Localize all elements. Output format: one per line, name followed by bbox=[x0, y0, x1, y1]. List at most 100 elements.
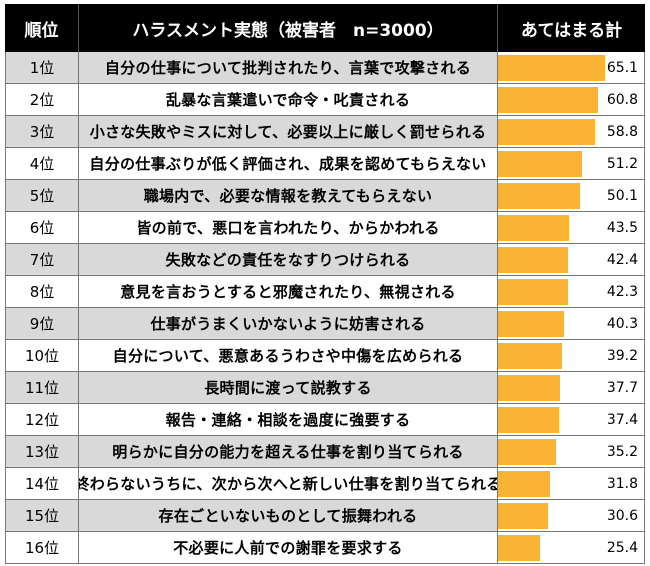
table-row: 4位 自分の仕事ぶりが低く評価され、成果を認めてもらえない 51.2 bbox=[5, 148, 645, 180]
bar-cell: 51.2 bbox=[498, 148, 645, 180]
rank-label: 8位 bbox=[5, 276, 79, 308]
table-row: 6位 皆の前で、悪口を言われたり、からかわれる 43.5 bbox=[5, 212, 645, 244]
value-label: 39.2 bbox=[606, 348, 638, 364]
bar bbox=[498, 311, 564, 337]
table-row: 14位 終わらないうちに、次から次へと新しい仕事を割り当てられる 31.8 bbox=[5, 468, 645, 500]
bar bbox=[498, 55, 605, 81]
bar bbox=[498, 535, 540, 561]
table-row: 11位 長時間に渡って説教する 37.7 bbox=[5, 372, 645, 404]
rank-label: 9位 bbox=[5, 308, 79, 340]
rank-label: 13位 bbox=[5, 436, 79, 468]
table-row: 5位 職場内で、必要な情報を教えてもらえない 50.1 bbox=[5, 180, 645, 212]
category-label: 不必要に人前での謝罪を要求する bbox=[79, 532, 498, 564]
bar-cell: 37.4 bbox=[498, 404, 645, 436]
bar bbox=[498, 343, 562, 369]
rank-label: 11位 bbox=[5, 372, 79, 404]
category-label: 意見を言おうとすると邪魔されたり、無視される bbox=[79, 276, 498, 308]
harassment-table: 順位 ハラスメント実態（被害者 n=3000） あてはまる計 1位 自分の仕事につ… bbox=[5, 4, 645, 564]
bar-cell: 40.3 bbox=[498, 308, 645, 340]
bar bbox=[498, 87, 598, 113]
table-row: 13位 明らかに自分の能力を超える仕事を割り当てられる 35.2 bbox=[5, 436, 645, 468]
value-label: 42.4 bbox=[606, 252, 638, 268]
bar-cell: 42.4 bbox=[498, 244, 645, 276]
table-row: 1位 自分の仕事について批判されたり、言葉で攻撃される 65.1 bbox=[5, 52, 645, 84]
bar-cell: 37.7 bbox=[498, 372, 645, 404]
bar bbox=[498, 439, 556, 465]
value-label: 43.5 bbox=[606, 220, 638, 236]
table-row: 3位 小さな失敗やミスに対して、必要以上に厳しく罰せられる 58.8 bbox=[5, 116, 645, 148]
table-row: 2位 乱暴な言葉遣いで命令・叱責される 60.8 bbox=[5, 84, 645, 116]
rank-label: 14位 bbox=[5, 468, 79, 500]
bar-cell: 58.8 bbox=[498, 116, 645, 148]
bar-cell: 43.5 bbox=[498, 212, 645, 244]
rank-label: 15位 bbox=[5, 500, 79, 532]
category-label: 自分の仕事について批判されたり、言葉で攻撃される bbox=[79, 52, 498, 84]
rank-label: 6位 bbox=[5, 212, 79, 244]
rank-label: 7位 bbox=[5, 244, 79, 276]
bar-cell: 25.4 bbox=[498, 532, 645, 564]
category-label: 自分の仕事ぶりが低く評価され、成果を認めてもらえない bbox=[79, 148, 498, 180]
value-label: 60.8 bbox=[606, 92, 638, 108]
value-label: 65.1 bbox=[606, 60, 638, 76]
bar-cell: 65.1 bbox=[498, 52, 645, 84]
bar bbox=[498, 407, 559, 433]
value-label: 25.4 bbox=[606, 540, 638, 556]
bar bbox=[498, 119, 595, 145]
rank-label: 12位 bbox=[5, 404, 79, 436]
value-label: 58.8 bbox=[606, 124, 638, 140]
bar-cell: 35.2 bbox=[498, 436, 645, 468]
rank-label: 5位 bbox=[5, 180, 79, 212]
bar bbox=[498, 215, 569, 241]
category-label: 職場内で、必要な情報を教えてもらえない bbox=[79, 180, 498, 212]
category-label: 報告・連絡・相談を過度に強要する bbox=[79, 404, 498, 436]
value-label: 35.2 bbox=[606, 444, 638, 460]
value-label: 51.2 bbox=[606, 156, 638, 172]
bar bbox=[498, 471, 550, 497]
header-rank: 順位 bbox=[5, 4, 79, 52]
rank-label: 16位 bbox=[5, 532, 79, 564]
rank-label: 10位 bbox=[5, 340, 79, 372]
bar-cell: 39.2 bbox=[498, 340, 645, 372]
bar bbox=[498, 247, 568, 273]
value-label: 37.7 bbox=[606, 380, 638, 396]
value-label: 30.6 bbox=[606, 508, 638, 524]
table-row: 16位 不必要に人前での謝罪を要求する 25.4 bbox=[5, 532, 645, 564]
rank-label: 3位 bbox=[5, 116, 79, 148]
bar bbox=[498, 151, 582, 177]
value-label: 40.3 bbox=[606, 316, 638, 332]
bar bbox=[498, 183, 580, 209]
category-label: 長時間に渡って説教する bbox=[79, 372, 498, 404]
category-label: 存在ごといないものとして振舞われる bbox=[79, 500, 498, 532]
category-label: 失敗などの責任をなすりつけられる bbox=[79, 244, 498, 276]
bar-cell: 42.3 bbox=[498, 276, 645, 308]
category-label: 皆の前で、悪口を言われたり、からかわれる bbox=[79, 212, 498, 244]
table-row: 9位 仕事がうまくいかないように妨害される 40.3 bbox=[5, 308, 645, 340]
category-label: 小さな失敗やミスに対して、必要以上に厳しく罰せられる bbox=[79, 116, 498, 148]
table-row: 15位 存在ごといないものとして振舞われる 30.6 bbox=[5, 500, 645, 532]
table-row: 12位 報告・連絡・相談を過度に強要する 37.4 bbox=[5, 404, 645, 436]
bar-cell: 50.1 bbox=[498, 180, 645, 212]
category-label: 乱暴な言葉遣いで命令・叱責される bbox=[79, 84, 498, 116]
bar-cell: 60.8 bbox=[498, 84, 645, 116]
bar bbox=[498, 375, 560, 401]
header-value: あてはまる計 bbox=[498, 4, 645, 52]
rank-label: 2位 bbox=[5, 84, 79, 116]
table-row: 10位 自分について、悪意あるうわさや中傷を広められる 39.2 bbox=[5, 340, 645, 372]
bar bbox=[498, 279, 568, 305]
bar-cell: 31.8 bbox=[498, 468, 645, 500]
rank-label: 1位 bbox=[5, 52, 79, 84]
category-label: 終わらないうちに、次から次へと新しい仕事を割り当てられる bbox=[79, 468, 498, 500]
category-label: 自分について、悪意あるうわさや中傷を広められる bbox=[79, 340, 498, 372]
value-label: 50.1 bbox=[606, 188, 638, 204]
value-label: 31.8 bbox=[606, 476, 638, 492]
value-label: 37.4 bbox=[606, 412, 638, 428]
header-item: ハラスメント実態（被害者 n=3000） bbox=[79, 4, 498, 52]
table-row: 7位 失敗などの責任をなすりつけられる 42.4 bbox=[5, 244, 645, 276]
bar-cell: 30.6 bbox=[498, 500, 645, 532]
value-label: 42.3 bbox=[606, 284, 638, 300]
table-row: 8位 意見を言おうとすると邪魔されたり、無視される 42.3 bbox=[5, 276, 645, 308]
bar bbox=[498, 503, 548, 529]
category-label: 明らかに自分の能力を超える仕事を割り当てられる bbox=[79, 436, 498, 468]
rank-label: 4位 bbox=[5, 148, 79, 180]
category-label: 仕事がうまくいかないように妨害される bbox=[79, 308, 498, 340]
